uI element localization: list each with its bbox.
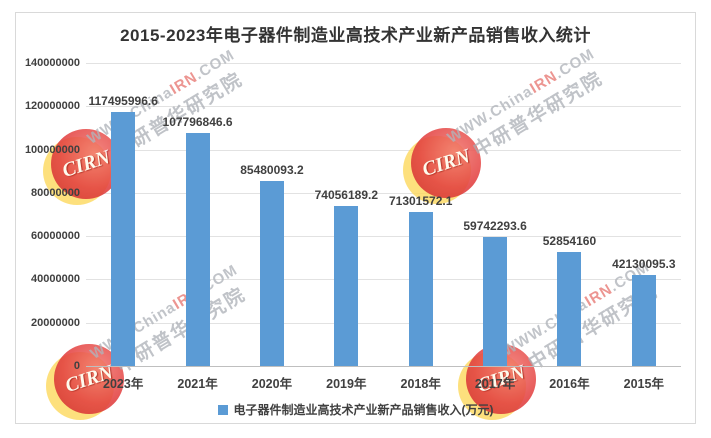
bar: [557, 251, 582, 366]
gridline: [86, 149, 681, 151]
x-axis-label: 2023年: [103, 377, 144, 391]
bar-value-label: 59742293.6: [463, 218, 527, 233]
y-axis-tick-label: 100000000: [24, 143, 80, 156]
x-axis-label: 2017年: [474, 377, 516, 391]
plot-area: 电子器件制造业高技术产业新产品销售收入(万元) 140000000 1200000…: [16, 13, 695, 423]
chart-title: 2015-2023年电子器件制造业高技术产业新产品销售收入统计: [120, 26, 591, 45]
legend: 电子器件制造业高技术产业新产品销售收入(万元): [16, 401, 695, 418]
y-axis-tick-label: 80000000: [31, 186, 80, 199]
bar: [259, 180, 284, 366]
chart-frame: 2015-2023年电子器件制造业高技术产业新产品销售收入统计 CIRN WWW…: [15, 12, 696, 424]
y-axis-tick-label: 40000000: [31, 273, 80, 286]
bar: [483, 236, 508, 366]
x-axis-line: [86, 366, 681, 367]
bar-value-label: 117495996.6: [88, 93, 158, 108]
y-axis-tick-label: 60000000: [31, 230, 80, 243]
bar-value-label: 42130095.3: [612, 256, 676, 271]
bar-value-label: 71301572.1: [388, 193, 453, 208]
x-axis-label: 2020年: [251, 377, 293, 391]
y-axis-tick-label: 140000000: [24, 57, 80, 69]
gridline: [86, 192, 681, 194]
x-axis-label: 2021年: [177, 377, 218, 391]
bar: [185, 132, 210, 366]
legend-marker: [217, 404, 228, 415]
x-axis-label: 2016年: [549, 377, 590, 391]
legend-label: 电子器件制造业高技术产业新产品销售收入(万元): [233, 403, 494, 417]
x-axis-label: 2019年: [326, 377, 367, 391]
gridline: [86, 63, 681, 64]
grid-layer: [16, 13, 695, 423]
gridline: [86, 279, 681, 281]
bar: [111, 111, 136, 366]
bar-value-label: 107796846.6: [162, 114, 233, 129]
gridline: [86, 322, 681, 324]
x-axis-label: 2015年: [623, 377, 664, 391]
y-axis-tick-label: 20000000: [31, 316, 80, 329]
bar: [631, 274, 656, 366]
gridline: [86, 236, 681, 238]
y-axis-tick-label: 0: [73, 360, 80, 372]
bar-value-label: 52854160: [542, 233, 597, 248]
x-axis-label: 2018年: [400, 377, 441, 391]
bar-value-label: 74056189.2: [314, 187, 379, 202]
y-axis-tick-label: 120000000: [24, 100, 80, 113]
bar: [408, 211, 433, 366]
gridline: [86, 106, 681, 108]
bar-value-label: 85480093.2: [240, 162, 304, 177]
bar: [334, 205, 359, 366]
